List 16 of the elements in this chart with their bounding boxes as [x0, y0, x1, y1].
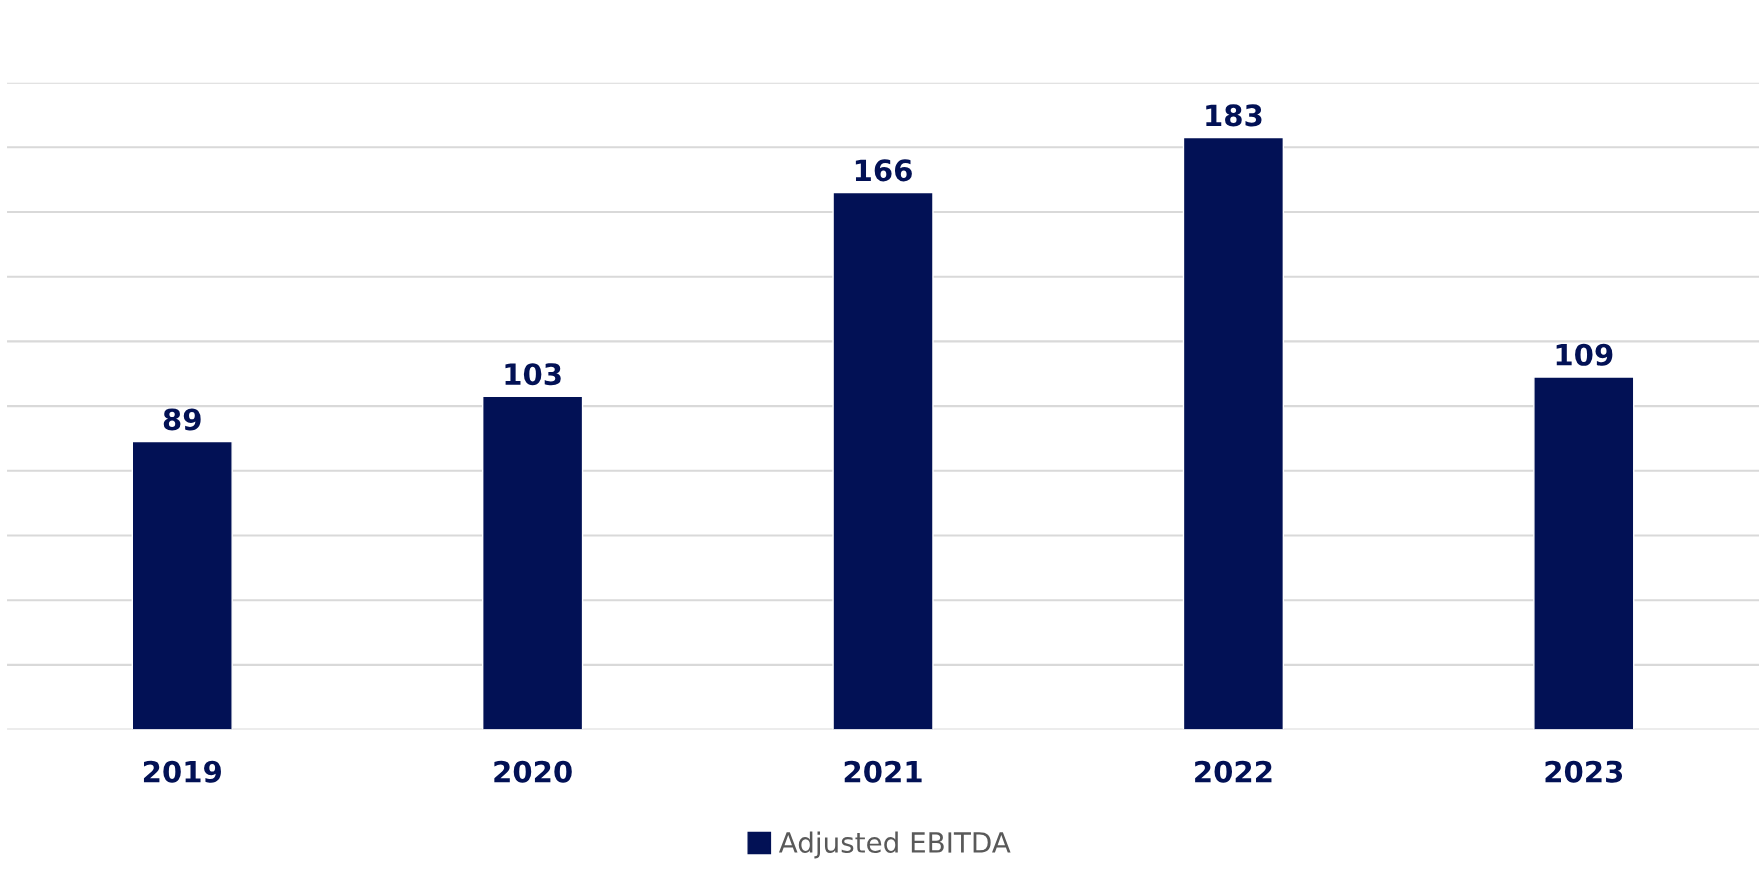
- data-label: 89: [163, 408, 201, 431]
- x-tick-label: 2021: [844, 760, 922, 783]
- x-tick-label: 2023: [1545, 760, 1623, 783]
- bar: [832, 191, 934, 730]
- bar: [1182, 136, 1285, 730]
- x-tick-label: 2022: [1195, 760, 1272, 783]
- bar: [481, 395, 584, 730]
- data-label: 109: [1556, 343, 1613, 366]
- data-label: 183: [1206, 104, 1262, 127]
- data-label: 166: [855, 159, 912, 182]
- x-tick-label: 2019: [143, 760, 221, 783]
- x-tick-label: 2020: [494, 760, 572, 783]
- bar: [131, 440, 233, 730]
- legend-label: Adjusted EBITDA: [778, 831, 1011, 859]
- data-label: 103: [505, 363, 561, 386]
- bar: [1533, 376, 1635, 730]
